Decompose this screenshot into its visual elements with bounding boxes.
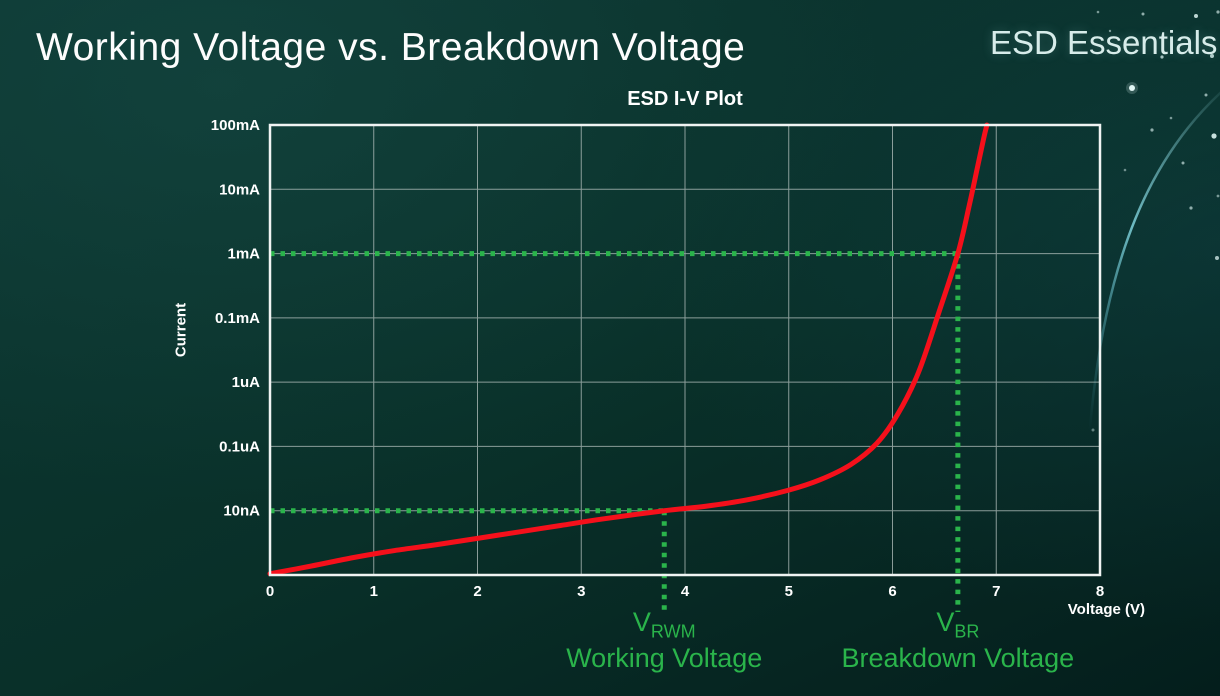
y-axis-label: Current: [172, 302, 190, 358]
vrwm-symbol: VRWM: [566, 608, 762, 641]
svg-text:4: 4: [681, 583, 690, 600]
svg-text:7: 7: [992, 583, 1000, 600]
vbr-symbol: VBR: [842, 608, 1075, 641]
svg-text:100mA: 100mA: [211, 117, 260, 134]
svg-text:6: 6: [888, 583, 896, 600]
svg-text:10mA: 10mA: [219, 181, 260, 198]
svg-text:0.1mA: 0.1mA: [215, 310, 260, 327]
svg-text:0.1uA: 0.1uA: [219, 438, 260, 455]
svg-text:1mA: 1mA: [227, 246, 260, 263]
working-voltage-caption: Working Voltage: [566, 643, 763, 674]
vrwm-subscript: RWM: [650, 621, 696, 642]
chart-title: ESD I-V Plot: [627, 88, 743, 110]
svg-text:8: 8: [1096, 583, 1104, 600]
vrwm-symbol-letter: V: [632, 607, 651, 637]
page-title: Working Voltage vs. Breakdown Voltage: [36, 26, 746, 69]
svg-text:5: 5: [785, 583, 793, 600]
vbr-subscript: BR: [954, 621, 980, 642]
svg-text:2: 2: [473, 583, 481, 600]
svg-text:0: 0: [266, 583, 274, 600]
svg-text:10nA: 10nA: [223, 503, 260, 520]
decor-stars: [1091, 10, 1220, 432]
vbr-symbol-letter: V: [936, 607, 955, 637]
annotation-working-voltage: VRWM Working Voltage: [566, 608, 762, 673]
svg-text:3: 3: [577, 583, 585, 600]
svg-text:1: 1: [370, 583, 378, 600]
svg-text:1uA: 1uA: [232, 374, 261, 391]
x-axis-label: Voltage (V): [1067, 601, 1145, 618]
decor-swoosh: [1087, 91, 1220, 441]
brand-logo: ESD Essentials: [990, 24, 1218, 61]
annotation-breakdown-voltage: VBR Breakdown Voltage: [842, 608, 1075, 673]
breakdown-voltage-caption: Breakdown Voltage: [841, 643, 1075, 674]
